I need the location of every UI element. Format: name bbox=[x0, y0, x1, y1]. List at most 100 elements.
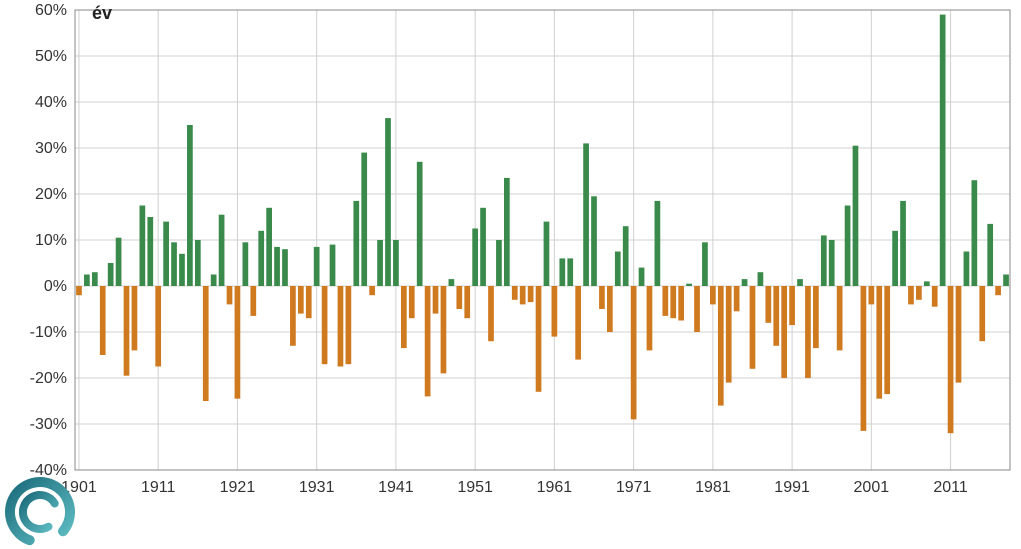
bar bbox=[250, 286, 256, 316]
bar bbox=[544, 222, 550, 286]
bar bbox=[211, 275, 217, 287]
bar bbox=[971, 180, 977, 286]
x-tick-label: 2011 bbox=[933, 479, 968, 496]
x-tick-label: 1911 bbox=[141, 479, 176, 496]
bar bbox=[314, 247, 320, 286]
bar bbox=[92, 272, 98, 286]
bar bbox=[219, 215, 225, 286]
x-tick-label: 1961 bbox=[537, 479, 573, 496]
bar bbox=[393, 240, 399, 286]
bar bbox=[124, 286, 130, 376]
bar bbox=[940, 15, 946, 286]
bar bbox=[797, 279, 803, 286]
bar bbox=[464, 286, 470, 318]
bar bbox=[322, 286, 328, 364]
bar bbox=[678, 286, 684, 321]
bar bbox=[100, 286, 106, 355]
bar bbox=[290, 286, 296, 346]
x-tick-label: 1931 bbox=[299, 479, 335, 496]
bar bbox=[195, 240, 201, 286]
bar bbox=[821, 235, 827, 286]
bar bbox=[734, 286, 740, 311]
bar bbox=[179, 254, 185, 286]
bar bbox=[647, 286, 653, 350]
bar bbox=[789, 286, 795, 325]
y-tick-label: 30% bbox=[35, 140, 67, 157]
bar bbox=[163, 222, 169, 286]
bars-group bbox=[76, 15, 1009, 434]
bar bbox=[773, 286, 779, 346]
bar bbox=[496, 240, 502, 286]
bar bbox=[520, 286, 526, 304]
bar bbox=[1003, 275, 1009, 287]
x-tick-label: 1981 bbox=[695, 479, 731, 496]
bar bbox=[694, 286, 700, 332]
bar bbox=[346, 286, 352, 364]
bar bbox=[552, 286, 558, 337]
y-tick-label: 60% bbox=[35, 2, 67, 19]
x-tick-label: 1971 bbox=[616, 479, 652, 496]
bar bbox=[409, 286, 415, 318]
bar bbox=[171, 242, 177, 286]
bar bbox=[480, 208, 486, 286]
bar bbox=[726, 286, 732, 383]
bar bbox=[639, 268, 645, 286]
bar bbox=[837, 286, 843, 350]
x-tick-label: 1921 bbox=[220, 479, 256, 496]
bar bbox=[702, 242, 708, 286]
bar bbox=[377, 240, 383, 286]
bar bbox=[456, 286, 462, 309]
bar bbox=[876, 286, 882, 399]
x-tick-label: 1991 bbox=[774, 479, 810, 496]
bar bbox=[385, 118, 391, 286]
bar bbox=[417, 162, 423, 286]
y-tick-label: -20% bbox=[30, 370, 67, 387]
bar bbox=[631, 286, 637, 419]
bar bbox=[147, 217, 153, 286]
bar bbox=[338, 286, 344, 367]
bar bbox=[504, 178, 510, 286]
bar bbox=[84, 275, 90, 287]
bar bbox=[892, 231, 898, 286]
bar bbox=[591, 196, 597, 286]
bar bbox=[908, 286, 914, 304]
y-tick-label: 20% bbox=[35, 186, 67, 203]
y-tick-label: 10% bbox=[35, 232, 67, 249]
bar bbox=[718, 286, 724, 406]
bar bbox=[116, 238, 122, 286]
bar bbox=[108, 263, 114, 286]
bar bbox=[528, 286, 534, 302]
bar bbox=[76, 286, 82, 295]
bar bbox=[243, 242, 249, 286]
y-tick-label: -10% bbox=[30, 324, 67, 341]
bar bbox=[353, 201, 359, 286]
bar bbox=[948, 286, 954, 433]
bar bbox=[916, 286, 922, 300]
bar bbox=[670, 286, 676, 318]
bar bbox=[441, 286, 447, 373]
bar bbox=[686, 284, 692, 286]
bar bbox=[932, 286, 938, 307]
bar bbox=[710, 286, 716, 304]
bar bbox=[488, 286, 494, 341]
bar bbox=[662, 286, 668, 316]
bar bbox=[227, 286, 233, 304]
bar bbox=[750, 286, 756, 369]
bar bbox=[187, 125, 193, 286]
bar bbox=[853, 146, 859, 286]
bar bbox=[132, 286, 138, 350]
x-tick-label: 1951 bbox=[457, 479, 493, 496]
bar bbox=[964, 252, 970, 287]
bar bbox=[258, 231, 264, 286]
chart-container: -40%-30%-20%-10%0%10%20%30%40%50%60%1901… bbox=[0, 0, 1021, 549]
bar bbox=[203, 286, 209, 401]
bar bbox=[472, 229, 478, 287]
bar bbox=[956, 286, 962, 383]
bar bbox=[813, 286, 819, 348]
bar bbox=[282, 249, 288, 286]
x-tick-label: 1941 bbox=[378, 479, 414, 496]
bar bbox=[330, 245, 336, 286]
bar bbox=[425, 286, 431, 396]
bar bbox=[615, 252, 621, 287]
bar bbox=[805, 286, 811, 378]
